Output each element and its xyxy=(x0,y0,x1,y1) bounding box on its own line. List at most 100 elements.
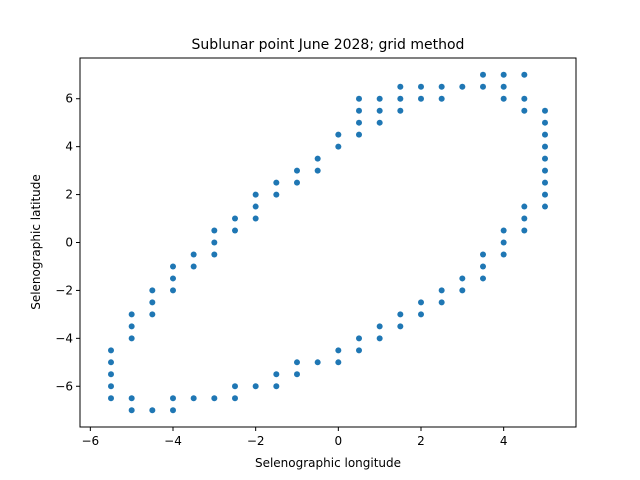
data-point xyxy=(149,311,156,318)
x-tick-label: −6 xyxy=(81,434,99,448)
data-point xyxy=(500,239,507,246)
data-point xyxy=(500,95,507,102)
data-point xyxy=(521,107,528,114)
data-points xyxy=(108,71,548,414)
data-point xyxy=(211,239,218,246)
data-point xyxy=(108,359,114,366)
data-point xyxy=(108,347,114,354)
data-point xyxy=(480,83,486,90)
data-point xyxy=(418,299,424,306)
data-point xyxy=(542,131,548,138)
data-point xyxy=(521,95,528,102)
data-point xyxy=(459,83,466,90)
data-point xyxy=(542,107,548,114)
x-tick-label: 4 xyxy=(500,434,508,448)
data-point xyxy=(211,395,218,402)
data-point xyxy=(211,227,218,234)
data-point xyxy=(232,215,238,222)
data-point xyxy=(438,299,445,306)
data-point xyxy=(397,83,404,90)
data-point xyxy=(232,227,238,234)
data-point xyxy=(376,107,383,114)
y-tick-label: 4 xyxy=(65,140,73,154)
y-tick-label: 6 xyxy=(65,92,73,106)
data-point xyxy=(190,263,197,270)
data-point xyxy=(128,407,135,414)
data-point xyxy=(252,191,259,198)
data-point xyxy=(356,347,362,354)
data-point xyxy=(542,179,548,186)
data-point xyxy=(190,395,197,402)
data-point xyxy=(418,83,424,90)
data-point xyxy=(294,179,300,186)
data-point xyxy=(335,143,342,150)
data-point xyxy=(438,95,445,102)
x-tick-label: −4 xyxy=(164,434,182,448)
x-tick-label: 2 xyxy=(417,434,425,448)
data-point xyxy=(273,191,280,198)
data-point xyxy=(500,227,507,234)
y-axis-ticks: −6 −4 −2 0 2 4 6 xyxy=(55,92,80,393)
data-point xyxy=(397,107,404,114)
data-point xyxy=(108,383,114,390)
data-point xyxy=(252,383,259,390)
data-point xyxy=(521,203,528,210)
data-point xyxy=(294,371,300,378)
data-point xyxy=(542,191,548,198)
data-point xyxy=(480,263,486,270)
data-point xyxy=(356,131,362,138)
data-point xyxy=(335,359,342,366)
data-point xyxy=(314,155,321,162)
data-point xyxy=(170,395,176,402)
data-point xyxy=(521,227,528,234)
y-tick-label: −6 xyxy=(55,379,73,393)
x-axis-label: Selenographic longitude xyxy=(255,456,401,470)
y-tick-label: −4 xyxy=(55,331,73,345)
x-tick-label: 0 xyxy=(335,434,343,448)
data-point xyxy=(149,287,156,294)
data-point xyxy=(252,215,259,222)
data-point xyxy=(438,287,445,294)
data-point xyxy=(273,179,280,186)
data-point xyxy=(273,383,280,390)
data-point xyxy=(542,119,548,126)
data-point xyxy=(108,395,114,402)
data-point xyxy=(459,287,466,294)
data-point xyxy=(480,251,486,258)
data-point xyxy=(397,95,404,102)
data-point xyxy=(480,275,486,282)
data-point xyxy=(128,395,135,402)
data-point xyxy=(128,335,135,342)
data-point xyxy=(356,107,362,114)
data-point xyxy=(356,119,362,126)
data-point xyxy=(500,251,507,258)
data-point xyxy=(128,323,135,330)
data-point xyxy=(232,383,238,390)
data-point xyxy=(459,275,466,282)
y-tick-label: −2 xyxy=(55,283,73,297)
data-point xyxy=(335,347,342,354)
data-point xyxy=(418,95,424,102)
data-point xyxy=(480,71,486,78)
data-point xyxy=(335,131,342,138)
data-point xyxy=(542,167,548,174)
data-point xyxy=(294,167,300,174)
data-point xyxy=(542,143,548,150)
data-point xyxy=(500,71,507,78)
data-point xyxy=(542,155,548,162)
y-tick-label: 0 xyxy=(65,236,73,250)
data-point xyxy=(397,323,404,330)
data-point xyxy=(211,251,218,258)
data-point xyxy=(108,371,114,378)
y-tick-label: 2 xyxy=(65,188,73,202)
data-point xyxy=(521,215,528,222)
y-axis-label: Selenographic latitude xyxy=(29,174,43,310)
data-point xyxy=(397,311,404,318)
data-point xyxy=(500,83,507,90)
data-point xyxy=(356,335,362,342)
data-point xyxy=(314,167,321,174)
data-point xyxy=(190,251,197,258)
data-point xyxy=(149,299,156,306)
data-point xyxy=(356,95,362,102)
